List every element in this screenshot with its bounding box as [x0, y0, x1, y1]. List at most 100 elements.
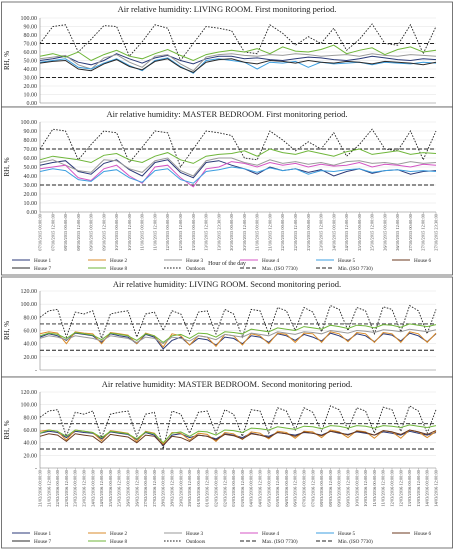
x-tick-label: 28/02/2016 12:00:00 — [170, 469, 175, 507]
x-tick-label: 07/03/2016 12:00:00 — [310, 469, 315, 507]
legend-label: House 1 — [34, 531, 52, 537]
x-tick-label: 27/10/2015 00:00:00 — [408, 213, 413, 251]
panel-frame — [1, 106, 453, 276]
x-axis-label: Hour of the day — [208, 260, 246, 267]
x-tick-label: 27/10/2015 23:30:00 — [434, 213, 439, 251]
legend-label: House 2 — [110, 531, 128, 537]
legend-label: House 1 — [34, 258, 52, 264]
legend-item: House 2 — [88, 531, 128, 537]
x-tick-label: 11/10/2015 00:00:00 — [140, 213, 145, 250]
y-tick-label: 50.00 — [24, 59, 38, 65]
y-tick-label: 120.00 — [21, 289, 38, 295]
series-line — [39, 405, 437, 450]
chart-panel-1: Air relative humidity: LIVING ROOM. Firs… — [1, 1, 453, 108]
y-tick-label: 80.00 — [24, 33, 38, 39]
chart-title: Air relative humidity: MASTER BEDROOM. S… — [102, 379, 353, 389]
x-tick-label: 21/02/2016 00:00:00 — [38, 469, 43, 507]
y-tick-label: 0.00 — [27, 101, 38, 107]
x-tick-label: 13/03/2016 00:00:00 — [407, 469, 412, 507]
legend: House 1 House 2 House 3 House 4 House 5 House… — [12, 258, 432, 272]
x-tick-label: 20/10/2015 00:00:00 — [229, 213, 234, 251]
x-tick-label: 23/02/2016 12:00:00 — [82, 469, 87, 507]
x-tick-label: 02/03/2016 12:00:00 — [222, 469, 227, 507]
x-tick-label: 10/03/2016 12:00:00 — [363, 469, 368, 507]
y-tick-label: 60.00 — [24, 329, 38, 335]
x-tick-label: 12/10/2015 00:00:00 — [165, 213, 170, 251]
x-tick-label: 06/03/2016 12:00:00 — [293, 469, 298, 507]
x-tick-label: 05/03/2016 00:00:00 — [266, 469, 271, 507]
x-tick-label: 26/02/2016 12:00:00 — [134, 469, 139, 507]
y-axis-label: RH, % — [3, 321, 11, 340]
series-line — [39, 53, 437, 72]
y-tick-label: 50.00 — [24, 165, 38, 171]
series-line — [39, 44, 437, 62]
y-tick-label: 80.00 — [24, 415, 38, 421]
x-tick-label: 24/10/2015 00:00:00 — [331, 213, 336, 251]
x-tick-label: 25/10/2015 00:00:00 — [357, 213, 362, 251]
series-line — [39, 166, 437, 184]
x-tick-label: 05/03/2016 12:00:00 — [275, 469, 280, 507]
y-tick-label: 120.00 — [21, 390, 38, 396]
y-tick-label: 60.00 — [24, 50, 38, 56]
x-tick-label: 24/02/2016 00:00:00 — [90, 469, 95, 507]
legend-label: House 8 — [110, 539, 128, 545]
legend-label: House 4 — [262, 531, 280, 537]
x-tick-label: 24/10/2015 12:00:00 — [344, 213, 349, 251]
y-tick-label: 60.00 — [24, 156, 38, 162]
legend-label: Max. (ISO 7730) — [262, 538, 298, 545]
legend-label: House 2 — [110, 258, 128, 264]
x-tick-label: 28/02/2016 00:00:00 — [161, 469, 166, 507]
legend-item: House 4 — [240, 531, 280, 537]
x-tick-label: 08/03/2016 12:00:00 — [328, 469, 333, 507]
chart-panel-3: Air relative humidity: LIVING ROOM. Seco… — [1, 276, 453, 378]
legend-item: Min. (ISO 7730) — [316, 265, 373, 272]
x-tick-label: 22/10/2015 12:00:00 — [293, 213, 298, 251]
panel-frame — [1, 276, 453, 378]
legend-item: House 8 — [88, 266, 128, 272]
x-tick-label: 13/10/2015 23:30:00 — [216, 213, 221, 251]
legend-label: House 5 — [338, 258, 356, 264]
x-tick-label: 04/03/2016 00:00:00 — [249, 469, 254, 507]
y-axis-label: RH, % — [3, 51, 11, 70]
series-line — [39, 157, 437, 177]
legend-item: House 7 — [12, 266, 52, 272]
chart-title: Air relative humidity: LIVING ROOM. Seco… — [113, 279, 341, 289]
x-tick-label: 10/10/2015 00:00:00 — [114, 213, 119, 251]
x-tick-label: 14/03/2016 12:00:00 — [434, 469, 439, 507]
legend: House 1 House 2 House 3 House 4 House 5 House… — [12, 531, 432, 545]
y-tick-label: 20.00 — [24, 84, 38, 90]
legend-item: House 5 — [316, 531, 356, 537]
y-tick-label: 40.00 — [24, 441, 38, 447]
y-tick-label: 30.00 — [24, 183, 38, 189]
legend-item: Min. (ISO 7730) — [316, 538, 373, 545]
legend-label: House 6 — [414, 258, 432, 264]
x-tick-label: 10/03/2016 00:00:00 — [354, 469, 359, 507]
y-tick-label: 20.00 — [24, 192, 38, 198]
y-tick-label: 100.00 — [21, 16, 38, 22]
legend-label: House 3 — [186, 258, 204, 264]
chart-panel-2: Air relative humidity: MASTER BEDROOM. F… — [1, 106, 453, 276]
legend-label: House 7 — [34, 539, 52, 545]
y-tick-label: - — [35, 368, 37, 374]
x-tick-label: 27/10/2015 12:00:00 — [421, 213, 426, 251]
y-tick-label: 40.00 — [24, 174, 38, 180]
legend-label: House 4 — [262, 258, 280, 264]
series-line — [39, 23, 437, 62]
x-tick-label: 13/03/2016 12:00:00 — [416, 469, 421, 507]
x-tick-label: 07/03/2016 00:00:00 — [302, 469, 307, 507]
legend-item: Max. (ISO 7730) — [240, 538, 298, 545]
legend-item: House 6 — [392, 531, 432, 537]
x-tick-label: 21/10/2015 12:00:00 — [267, 213, 272, 251]
x-tick-label: 29/02/2016 00:00:00 — [178, 469, 183, 507]
x-tick-label: 21/10/2015 00:00:00 — [255, 213, 260, 251]
x-tick-label: 25/10/2015 12:00:00 — [370, 213, 375, 251]
series-line — [39, 159, 437, 179]
x-tick-label: 21/02/2016 12:00:00 — [46, 469, 51, 507]
y-tick-label: 10.00 — [24, 201, 38, 207]
x-tick-label: 03/03/2016 00:00:00 — [231, 469, 236, 507]
y-tick-label: 100.00 — [21, 120, 38, 126]
x-tick-label: 14/03/2016 00:00:00 — [425, 469, 430, 507]
chart-title: Air relative humidity: MASTER BEDROOM. F… — [106, 109, 347, 119]
y-tick-label: 70.00 — [24, 42, 38, 48]
